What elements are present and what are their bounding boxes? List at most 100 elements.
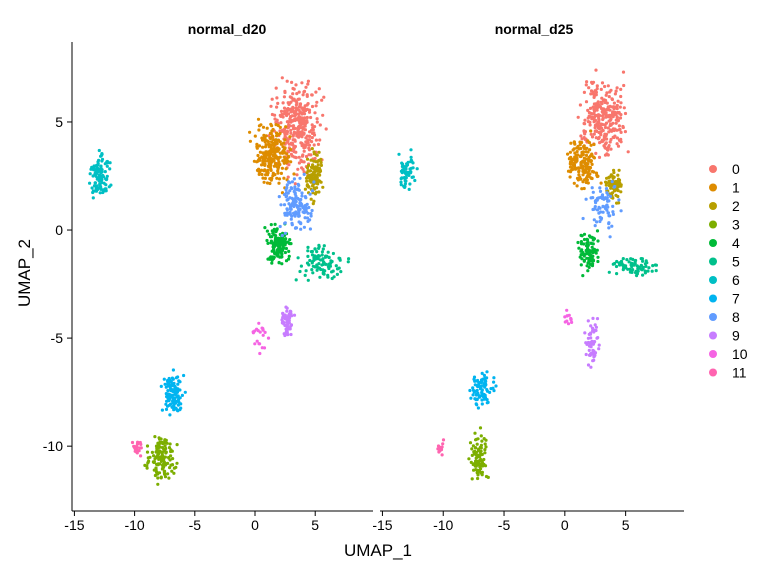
point-cluster-0 bbox=[597, 119, 601, 124]
point-cluster-3 bbox=[158, 462, 162, 466]
point-cluster-0 bbox=[586, 108, 590, 112]
point-cluster-8 bbox=[293, 201, 297, 205]
point-cluster-2 bbox=[305, 166, 310, 170]
point-cluster-6 bbox=[403, 179, 407, 183]
point-cluster-0 bbox=[604, 146, 608, 150]
point-cluster-11 bbox=[132, 444, 136, 448]
point-cluster-4 bbox=[579, 263, 583, 267]
point-cluster-1 bbox=[572, 140, 577, 145]
point-cluster-8 bbox=[299, 227, 303, 231]
point-cluster-9 bbox=[281, 320, 285, 324]
point-cluster-6 bbox=[109, 183, 113, 187]
point-cluster-1 bbox=[268, 181, 272, 186]
point-cluster-1 bbox=[248, 130, 252, 134]
point-cluster-0 bbox=[587, 111, 592, 115]
point-cluster-4 bbox=[287, 257, 291, 261]
point-cluster-0 bbox=[604, 112, 608, 116]
point-cluster-0 bbox=[597, 127, 602, 131]
point-cluster-3 bbox=[479, 452, 483, 456]
point-cluster-6 bbox=[409, 158, 413, 162]
point-cluster-3 bbox=[163, 455, 167, 459]
point-cluster-5 bbox=[306, 254, 310, 258]
point-cluster-4 bbox=[577, 246, 581, 250]
point-cluster-9 bbox=[285, 323, 289, 327]
point-cluster-0 bbox=[298, 103, 302, 107]
point-cluster-1 bbox=[258, 170, 262, 174]
point-cluster-0 bbox=[592, 112, 596, 116]
point-cluster-7 bbox=[178, 408, 182, 412]
point-cluster-0 bbox=[592, 109, 597, 113]
point-cluster-0 bbox=[610, 105, 615, 109]
point-cluster-0 bbox=[601, 117, 605, 122]
point-cluster-4 bbox=[284, 246, 288, 251]
point-cluster-3 bbox=[473, 464, 477, 468]
x-tick-label: -5 bbox=[189, 517, 202, 533]
point-cluster-4 bbox=[589, 253, 593, 258]
point-cluster-2 bbox=[314, 160, 318, 164]
point-cluster-8 bbox=[611, 204, 615, 208]
point-cluster-8 bbox=[593, 207, 597, 211]
point-cluster-3 bbox=[167, 446, 172, 450]
point-cluster-0 bbox=[314, 138, 318, 142]
point-cluster-0 bbox=[614, 121, 618, 125]
point-cluster-0 bbox=[304, 140, 308, 144]
point-cluster-0 bbox=[609, 137, 613, 142]
point-cluster-2 bbox=[314, 166, 318, 171]
point-cluster-2 bbox=[312, 199, 316, 203]
point-cluster-0 bbox=[287, 123, 291, 127]
point-cluster-10 bbox=[570, 320, 574, 324]
point-cluster-6 bbox=[95, 170, 99, 175]
point-cluster-1 bbox=[281, 159, 285, 163]
point-cluster-6 bbox=[403, 176, 407, 180]
point-cluster-3 bbox=[160, 441, 165, 445]
point-cluster-5 bbox=[624, 264, 628, 268]
point-cluster-2 bbox=[305, 171, 309, 175]
point-cluster-7 bbox=[479, 378, 484, 382]
point-cluster-7 bbox=[478, 387, 483, 391]
point-cluster-11 bbox=[439, 448, 444, 452]
point-cluster-3 bbox=[175, 443, 179, 447]
point-cluster-0 bbox=[576, 115, 580, 119]
point-cluster-5 bbox=[611, 262, 615, 266]
point-cluster-6 bbox=[399, 180, 403, 184]
point-cluster-8 bbox=[608, 214, 612, 218]
point-cluster-0 bbox=[611, 111, 615, 115]
point-cluster-6 bbox=[413, 178, 417, 183]
x-axis-title: UMAP_1 bbox=[344, 541, 412, 560]
point-cluster-5 bbox=[335, 267, 340, 271]
point-cluster-4 bbox=[580, 257, 584, 261]
point-cluster-0 bbox=[301, 120, 305, 124]
point-cluster-0 bbox=[584, 100, 589, 104]
point-cluster-0 bbox=[307, 143, 312, 147]
point-cluster-0 bbox=[597, 135, 601, 140]
point-cluster-8 bbox=[293, 226, 298, 230]
point-cluster-8 bbox=[291, 201, 295, 205]
point-cluster-1 bbox=[255, 146, 259, 150]
point-cluster-7 bbox=[476, 391, 480, 395]
point-cluster-6 bbox=[411, 166, 415, 170]
point-cluster-1 bbox=[262, 135, 267, 140]
point-cluster-3 bbox=[483, 448, 487, 452]
point-cluster-7 bbox=[183, 390, 187, 394]
point-cluster-7 bbox=[469, 396, 473, 400]
point-cluster-1 bbox=[264, 143, 268, 147]
point-cluster-1 bbox=[277, 162, 281, 166]
point-cluster-5 bbox=[317, 245, 321, 249]
point-cluster-0 bbox=[603, 84, 607, 89]
point-cluster-0 bbox=[578, 103, 583, 107]
point-cluster-7 bbox=[471, 386, 475, 390]
point-cluster-1 bbox=[576, 144, 580, 149]
point-cluster-0 bbox=[318, 138, 322, 142]
point-cluster-0 bbox=[303, 128, 307, 132]
point-cluster-7 bbox=[483, 376, 487, 380]
point-cluster-6 bbox=[97, 148, 101, 153]
point-cluster-1 bbox=[253, 134, 257, 138]
point-cluster-7 bbox=[471, 393, 475, 397]
point-cluster-5 bbox=[641, 273, 645, 277]
point-cluster-3 bbox=[153, 435, 157, 439]
point-cluster-1 bbox=[270, 140, 274, 144]
point-cluster-3 bbox=[172, 471, 176, 475]
point-cluster-6 bbox=[403, 171, 408, 175]
point-cluster-7 bbox=[176, 394, 180, 398]
point-cluster-5 bbox=[319, 267, 323, 272]
